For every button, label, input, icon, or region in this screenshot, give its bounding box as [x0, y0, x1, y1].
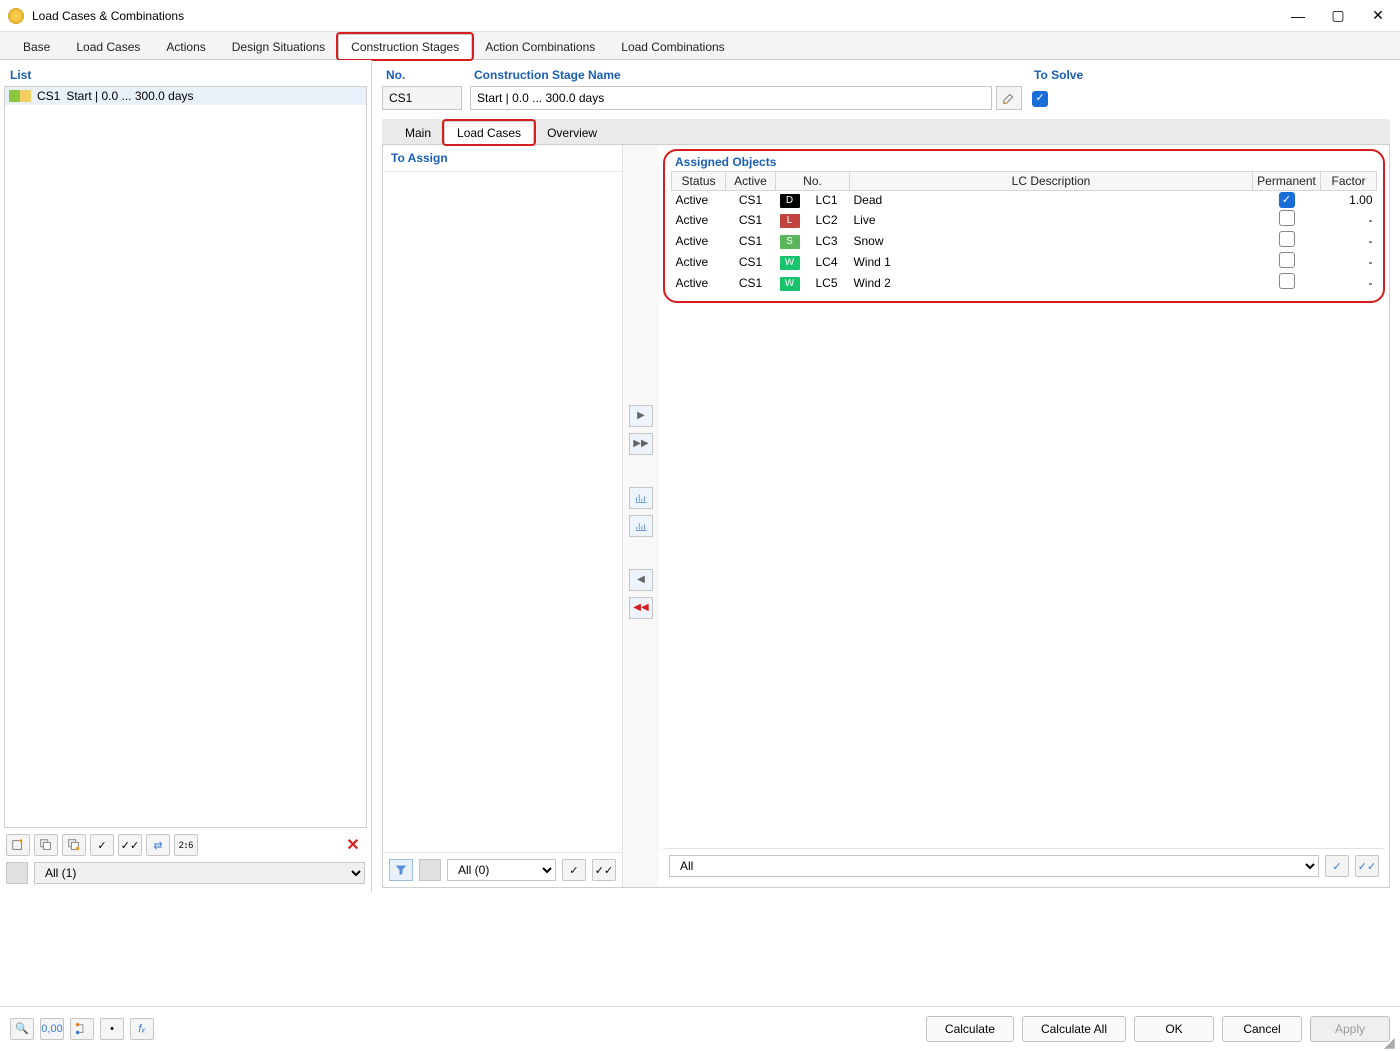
- tree-icon[interactable]: [70, 1018, 94, 1040]
- apply-button: Apply: [1310, 1016, 1390, 1042]
- subtab-load-cases[interactable]: Load Cases: [444, 121, 534, 144]
- move-all-left-button[interactable]: ◀◀: [629, 597, 653, 619]
- list-filter-row: All (1): [4, 858, 367, 888]
- table-row[interactable]: Active CS1 D LC1 Dead 1.00: [672, 190, 1377, 209]
- dot-icon[interactable]: •: [100, 1018, 124, 1040]
- assigned-check-1[interactable]: ✓: [1325, 855, 1349, 877]
- assigned-check-2[interactable]: ✓✓: [1355, 855, 1379, 877]
- subtab-main[interactable]: Main: [392, 121, 444, 144]
- calculate-button[interactable]: Calculate: [926, 1016, 1014, 1042]
- filter-icon[interactable]: [389, 859, 413, 881]
- tab-actions[interactable]: Actions: [153, 34, 218, 59]
- name-input[interactable]: [470, 86, 992, 110]
- no-input[interactable]: [382, 86, 462, 110]
- to-assign-list[interactable]: [383, 171, 622, 853]
- copy-item-button[interactable]: [34, 834, 58, 856]
- tab-construction-stages[interactable]: Construction Stages: [338, 34, 472, 59]
- window-title: Load Cases & Combinations: [32, 9, 1284, 23]
- move-all-right-button[interactable]: ▶▶: [629, 433, 653, 455]
- assigned-title: Assigned Objects: [671, 155, 1377, 171]
- to-assign-label: To Assign: [383, 145, 622, 171]
- list-box[interactable]: CS1 Start | 0.0 ... 300.0 days: [4, 86, 367, 828]
- to-assign-check-1[interactable]: ✓: [562, 859, 586, 881]
- edit-name-button[interactable]: [996, 86, 1022, 110]
- units-icon[interactable]: 0,00: [40, 1018, 64, 1040]
- tab-base[interactable]: Base: [10, 34, 63, 59]
- permanent-checkbox[interactable]: [1279, 231, 1295, 247]
- app-icon: [8, 8, 24, 24]
- search-icon[interactable]: 🔍: [10, 1018, 34, 1040]
- to-assign-color-box[interactable]: [419, 859, 441, 881]
- table-row[interactable]: Active CS1 W LC5 Wind 2 -: [672, 272, 1377, 293]
- to-assign-filter-select[interactable]: All (0): [447, 859, 556, 881]
- assigned-filter-select[interactable]: All: [669, 855, 1319, 877]
- table-row[interactable]: Active CS1 W LC4 Wind 1 -: [672, 251, 1377, 272]
- chart-button-2[interactable]: [629, 515, 653, 537]
- name-label: Construction Stage Name: [470, 66, 1022, 84]
- calculate-all-button[interactable]: Calculate All: [1022, 1016, 1126, 1042]
- table-row[interactable]: Active CS1 S LC3 Snow -: [672, 230, 1377, 251]
- permanent-checkbox[interactable]: [1279, 210, 1295, 226]
- solve-checkbox[interactable]: [1032, 91, 1048, 107]
- permanent-checkbox[interactable]: [1279, 273, 1295, 289]
- table-row[interactable]: Active CS1 L LC2 Live -: [672, 209, 1377, 230]
- list-filter-select[interactable]: All (1): [34, 862, 365, 884]
- list-item-label: Start | 0.0 ... 300.0 days: [66, 89, 193, 103]
- swap-button[interactable]: ⇄: [146, 834, 170, 856]
- filter-color-box[interactable]: [6, 862, 28, 884]
- check-button-1[interactable]: ✓: [90, 834, 114, 856]
- list-item[interactable]: CS1 Start | 0.0 ... 300.0 days: [5, 87, 366, 105]
- main-tabs: BaseLoad CasesActionsDesign SituationsCo…: [0, 32, 1400, 60]
- to-assign-panel: To Assign All (0) ✓ ✓✓: [383, 145, 623, 888]
- assigned-panel: Assigned Objects StatusActiveNo.LC Descr…: [659, 145, 1389, 888]
- subtab-overview[interactable]: Overview: [534, 121, 610, 144]
- solve-label: To Solve: [1030, 66, 1390, 84]
- list-header: List: [4, 64, 367, 86]
- assigned-highlight-box: Assigned Objects StatusActiveNo.LC Descr…: [663, 149, 1385, 304]
- to-assign-check-2[interactable]: ✓✓: [592, 859, 616, 881]
- chart-button-1[interactable]: [629, 487, 653, 509]
- tab-load-combinations[interactable]: Load Combinations: [608, 34, 737, 59]
- permanent-checkbox[interactable]: [1279, 192, 1295, 208]
- maximize-button[interactable]: ▢: [1324, 6, 1352, 26]
- dialog-footer: 🔍 0,00 • fₓ Calculate Calculate All OK C…: [0, 1006, 1400, 1050]
- title-bar: Load Cases & Combinations — ▢ ✕: [0, 0, 1400, 32]
- list-toolbar: ✓ ✓✓ ⇄ 2↕6 ✕: [4, 828, 367, 858]
- sub-tabs: MainLoad CasesOverview: [382, 119, 1390, 145]
- move-right-button[interactable]: ▶: [629, 405, 653, 427]
- close-button[interactable]: ✕: [1364, 6, 1392, 26]
- assign-buttons-column: ▶ ▶▶ ◀ ◀◀: [623, 145, 659, 888]
- copy-item-button-2[interactable]: [62, 834, 86, 856]
- minimize-button[interactable]: —: [1284, 6, 1312, 26]
- resize-grip-icon[interactable]: ◢: [1384, 1034, 1398, 1048]
- tab-design-situations[interactable]: Design Situations: [219, 34, 338, 59]
- detail-pane: No. Construction Stage Name To Solve Mai…: [372, 60, 1400, 892]
- no-label: No.: [382, 66, 462, 84]
- move-left-button[interactable]: ◀: [629, 569, 653, 591]
- permanent-checkbox[interactable]: [1279, 252, 1295, 268]
- tab-action-combinations[interactable]: Action Combinations: [472, 34, 608, 59]
- fx-icon[interactable]: fₓ: [130, 1018, 154, 1040]
- cancel-button[interactable]: Cancel: [1222, 1016, 1302, 1042]
- check-button-2[interactable]: ✓✓: [118, 834, 142, 856]
- assigned-table[interactable]: StatusActiveNo.LC DescriptionPermanentFa…: [671, 171, 1377, 294]
- new-item-button[interactable]: [6, 834, 30, 856]
- list-pane: List CS1 Start | 0.0 ... 300.0 days ✓ ✓✓…: [0, 60, 372, 892]
- list-item-id: CS1: [37, 89, 60, 103]
- ok-button[interactable]: OK: [1134, 1016, 1214, 1042]
- renumber-button[interactable]: 2↕6: [174, 834, 198, 856]
- delete-button[interactable]: ✕: [341, 834, 365, 856]
- tab-load-cases[interactable]: Load Cases: [63, 34, 153, 59]
